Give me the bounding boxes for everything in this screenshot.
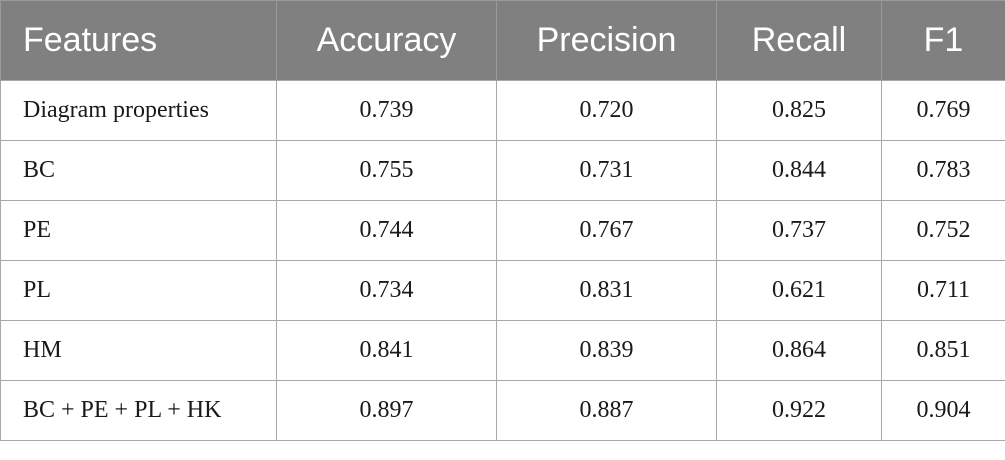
accuracy-cell: 0.755 [276, 140, 497, 201]
table-row: Diagram properties 0.739 0.720 0.825 0.7… [0, 80, 1005, 141]
row-feature-name: PE [0, 200, 277, 261]
table-row: BC + PE + PL + HK 0.897 0.887 0.922 0.90… [0, 380, 1005, 441]
recall-cell: 0.621 [716, 260, 882, 321]
precision-cell: 0.767 [496, 200, 717, 261]
table-body: Diagram properties 0.739 0.720 0.825 0.7… [0, 80, 1005, 441]
results-table: Features Accuracy Precision Recall F1 Di… [0, 0, 1005, 441]
accuracy-cell: 0.897 [276, 380, 497, 441]
header-row: Features Accuracy Precision Recall F1 [0, 0, 1005, 81]
recall-cell: 0.922 [716, 380, 882, 441]
table-row: PL 0.734 0.831 0.621 0.711 [0, 260, 1005, 321]
f1-cell: 0.752 [881, 200, 1005, 261]
header-precision: Precision [496, 0, 717, 81]
table-row: HM 0.841 0.839 0.864 0.851 [0, 320, 1005, 381]
precision-cell: 0.839 [496, 320, 717, 381]
f1-cell: 0.851 [881, 320, 1005, 381]
f1-cell: 0.904 [881, 380, 1005, 441]
precision-cell: 0.720 [496, 80, 717, 141]
table-row: PE 0.744 0.767 0.737 0.752 [0, 200, 1005, 261]
row-feature-name: BC [0, 140, 277, 201]
header-f1: F1 [881, 0, 1005, 81]
precision-cell: 0.831 [496, 260, 717, 321]
recall-cell: 0.737 [716, 200, 882, 261]
accuracy-cell: 0.841 [276, 320, 497, 381]
table-row: BC 0.755 0.731 0.844 0.783 [0, 140, 1005, 201]
row-feature-name: Diagram properties [0, 80, 277, 141]
header-accuracy: Accuracy [276, 0, 497, 81]
precision-cell: 0.731 [496, 140, 717, 201]
accuracy-cell: 0.734 [276, 260, 497, 321]
f1-cell: 0.783 [881, 140, 1005, 201]
f1-cell: 0.711 [881, 260, 1005, 321]
accuracy-cell: 0.739 [276, 80, 497, 141]
row-feature-name: HM [0, 320, 277, 381]
table-header: Features Accuracy Precision Recall F1 [0, 0, 1005, 81]
f1-cell: 0.769 [881, 80, 1005, 141]
header-recall: Recall [716, 0, 882, 81]
recall-cell: 0.844 [716, 140, 882, 201]
header-features: Features [0, 0, 277, 81]
accuracy-cell: 0.744 [276, 200, 497, 261]
precision-cell: 0.887 [496, 380, 717, 441]
row-feature-name: BC + PE + PL + HK [0, 380, 277, 441]
recall-cell: 0.825 [716, 80, 882, 141]
row-feature-name: PL [0, 260, 277, 321]
recall-cell: 0.864 [716, 320, 882, 381]
